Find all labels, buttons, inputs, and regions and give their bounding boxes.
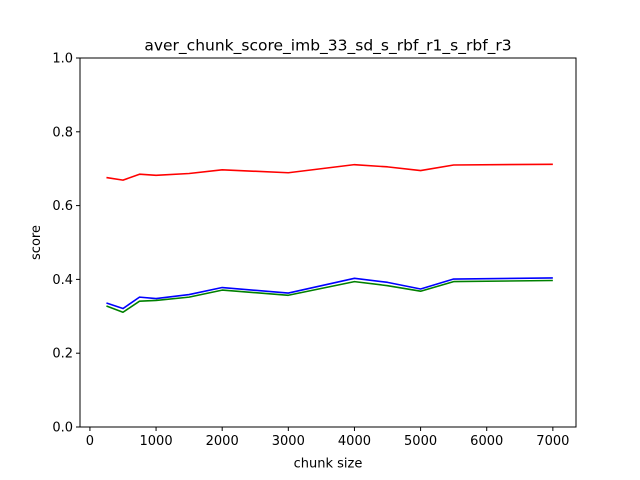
chart-title: aver_chunk_score_imb_33_sd_s_rbf_r1_s_rb… bbox=[144, 37, 511, 56]
series-line-2 bbox=[106, 277, 553, 310]
y-tick-label: 0.0 bbox=[52, 421, 73, 436]
y-tick-label: 0.2 bbox=[52, 347, 73, 362]
y-axis: 0.0 0.2 0.4 0.6 0.8 1.0 bbox=[52, 52, 80, 436]
series-line-3 bbox=[106, 279, 553, 314]
x-tick-label: 6000 bbox=[470, 434, 503, 449]
series-line-1 bbox=[106, 163, 553, 181]
y-axis-label: score bbox=[29, 225, 44, 260]
x-tick-label: 4000 bbox=[338, 434, 371, 449]
x-tick-label: 3000 bbox=[272, 434, 305, 449]
x-tick-label: 0 bbox=[86, 434, 94, 449]
plot-frame bbox=[79, 57, 577, 428]
y-tick-label: 0.8 bbox=[52, 125, 73, 140]
x-tick-label: 5000 bbox=[404, 434, 437, 449]
x-axis-label: chunk size bbox=[294, 457, 363, 472]
y-tick-label: 0.6 bbox=[52, 199, 73, 214]
series-layer bbox=[106, 163, 553, 314]
y-tick-label: 0.4 bbox=[52, 273, 73, 288]
y-tick-label: 1.0 bbox=[52, 52, 73, 67]
x-tick-label: 1000 bbox=[140, 434, 173, 449]
x-axis: 0 1000 2000 3000 4000 5000 6000 7000 bbox=[86, 427, 569, 449]
x-tick-label: 7000 bbox=[536, 434, 569, 449]
x-tick-label: 2000 bbox=[206, 434, 239, 449]
